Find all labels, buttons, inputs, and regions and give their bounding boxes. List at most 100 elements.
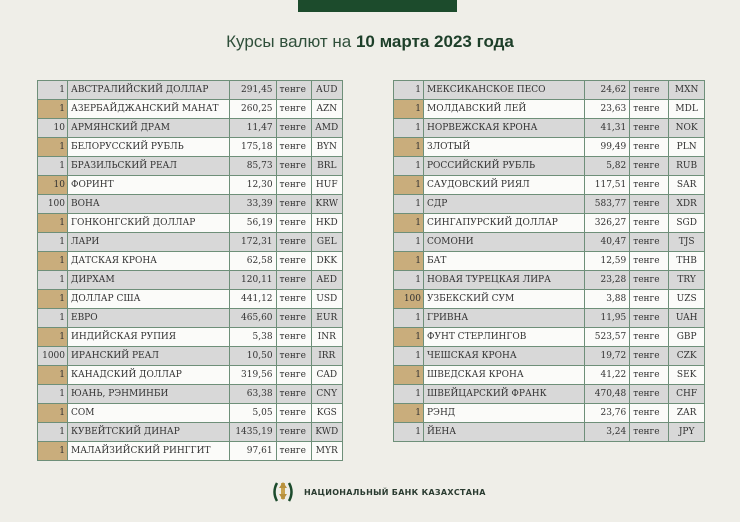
unit: тенге [629, 137, 670, 157]
table-row: 1 КУВЕЙТСКИЙ ДИНАР 1435,19 тенге KWD [37, 422, 344, 442]
currency-code: CAD [310, 365, 344, 385]
table-row: 1 ГОНКОНГСКИЙ ДОЛЛАР 56,19 тенге HKD [37, 213, 344, 233]
table-row: 10 ФОРИНТ 12,30 тенге HUF [37, 175, 344, 195]
rate: 5,05 [229, 403, 277, 423]
rate: 24,62 [584, 80, 631, 100]
table-row: 1 СОМОНИ 40,47 тенге TJS [393, 232, 705, 252]
currency-name: ДИРХАМ [66, 270, 231, 290]
unit: тенге [629, 194, 670, 214]
rate: 23,76 [584, 403, 631, 423]
table-row: 1 ШВЕЙЦАРСКИЙ ФРАНК 470,48 тенге CHF [393, 384, 705, 404]
currency-name: СОМОНИ [422, 232, 586, 252]
currency-name: СОМ [66, 403, 231, 423]
currency-name: ВОНА [66, 194, 231, 214]
unit: тенге [275, 194, 312, 214]
rate: 12,30 [229, 175, 277, 195]
rate: 291,45 [229, 80, 277, 100]
quantity: 1 [393, 270, 424, 290]
rate: 19,72 [584, 346, 631, 366]
currency-name: СИНГАПУРСКИЙ ДОЛЛАР [422, 213, 586, 233]
table-row: 1 БРАЗИЛЬСКИЙ РЕАЛ 85,73 тенге BRL [37, 156, 344, 176]
unit: тенге [629, 232, 670, 252]
table-row: 1 ИНДИЙСКАЯ РУПИЯ 5,38 тенге INR [37, 327, 344, 347]
currency-code: AUD [310, 80, 344, 100]
quantity: 1 [393, 156, 424, 176]
currency-name: ДОЛЛАР США [66, 289, 231, 309]
table-row: 1 АВСТРАЛИЙСКИЙ ДОЛЛАР 291,45 тенге AUD [37, 80, 344, 100]
unit: тенге [275, 346, 312, 366]
currency-code: UZS [668, 289, 705, 309]
table-row: 1 ШВЕДСКАЯ КРОНА 41,22 тенге SEK [393, 365, 705, 385]
table-row: 1 САУДОВСКИЙ РИЯЛ 117,51 тенге SAR [393, 175, 705, 195]
currency-name: ФОРИНТ [66, 175, 231, 195]
quantity: 1 [37, 384, 68, 404]
unit: тенге [629, 251, 670, 271]
bank-name: НАЦИОНАЛЬНЫЙ БАНК КАЗАХСТАНА [304, 487, 486, 497]
currency-code: IRR [310, 346, 344, 366]
currency-code: TRY [668, 270, 705, 290]
quantity: 1 [393, 403, 424, 423]
table-row: 1 РОССИЙСКИЙ РУБЛЬ 5,82 тенге RUB [393, 156, 705, 176]
quantity: 1 [393, 232, 424, 252]
unit: тенге [629, 156, 670, 176]
currency-code: DKK [310, 251, 344, 271]
table-row: 1 ДОЛЛАР США 441,12 тенге USD [37, 289, 344, 309]
quantity: 1 [393, 137, 424, 157]
quantity: 1 [393, 365, 424, 385]
unit: тенге [629, 308, 670, 328]
rate: 40,47 [584, 232, 631, 252]
rate: 56,19 [229, 213, 277, 233]
rate: 260,25 [229, 99, 277, 119]
rate: 117,51 [584, 175, 631, 195]
unit: тенге [629, 99, 670, 119]
rate: 583,77 [584, 194, 631, 214]
unit: тенге [275, 365, 312, 385]
rate: 12,59 [584, 251, 631, 271]
currency-code: MXN [668, 80, 705, 100]
unit: тенге [275, 213, 312, 233]
rate: 33,39 [229, 194, 277, 214]
rate: 41,31 [584, 118, 631, 138]
currency-name: МАЛАЙЗИЙСКИЙ РИНГГИТ [66, 441, 231, 461]
table-row: 1 ЛАРИ 172,31 тенге GEL [37, 232, 344, 252]
currency-code: XDR [668, 194, 705, 214]
table-row: 1 ДАТСКАЯ КРОНА 62,58 тенге DKK [37, 251, 344, 271]
table-row: 1 МАЛАЙЗИЙСКИЙ РИНГГИТ 97,61 тенге MYR [37, 441, 344, 461]
currency-code: AZN [310, 99, 344, 119]
unit: тенге [275, 422, 312, 442]
unit: тенге [275, 441, 312, 461]
table-row: 1 ФУНТ СТЕРЛИНГОВ 523,57 тенге GBP [393, 327, 705, 347]
unit: тенге [629, 365, 670, 385]
currency-name: ЗЛОТЫЙ [422, 137, 586, 157]
currency-name: ИРАНСКИЙ РЕАЛ [66, 346, 231, 366]
table-row: 100 УЗБЕКСКИЙ СУМ 3,88 тенге UZS [393, 289, 705, 309]
currency-code: HUF [310, 175, 344, 195]
currency-name: УЗБЕКСКИЙ СУМ [422, 289, 586, 309]
unit: тенге [629, 327, 670, 347]
table-row: 1 ГРИВНА 11,95 тенге UAH [393, 308, 705, 328]
page-title: Курсы валют на 10 марта 2023 года [0, 32, 740, 52]
currency-name: СДР [422, 194, 586, 214]
rate: 441,12 [229, 289, 277, 309]
rate: 5,82 [584, 156, 631, 176]
unit: тенге [275, 232, 312, 252]
currency-code: AED [310, 270, 344, 290]
table-row: 1 ДИРХАМ 120,11 тенге AED [37, 270, 344, 290]
currency-code: KGS [310, 403, 344, 423]
table-row: 100 ВОНА 33,39 тенге KRW [37, 194, 344, 214]
quantity: 1 [393, 175, 424, 195]
unit: тенге [629, 175, 670, 195]
table-row: 1 КАНАДСКИЙ ДОЛЛАР 319,56 тенге CAD [37, 365, 344, 385]
table-row: 1 ЙЕНА 3,24 тенге JPY [393, 422, 705, 442]
quantity: 1 [393, 80, 424, 100]
currency-name: РОССИЙСКИЙ РУБЛЬ [422, 156, 586, 176]
rate: 5,38 [229, 327, 277, 347]
unit: тенге [629, 80, 670, 100]
currency-name: НОРВЕЖСКАЯ КРОНА [422, 118, 586, 138]
currency-name: НОВАЯ ТУРЕЦКАЯ ЛИРА [422, 270, 586, 290]
currency-code: TJS [668, 232, 705, 252]
currency-name: ШВЕДСКАЯ КРОНА [422, 365, 586, 385]
currency-name: ЛАРИ [66, 232, 231, 252]
currency-name: ДАТСКАЯ КРОНА [66, 251, 231, 271]
rate: 3,24 [584, 422, 631, 442]
